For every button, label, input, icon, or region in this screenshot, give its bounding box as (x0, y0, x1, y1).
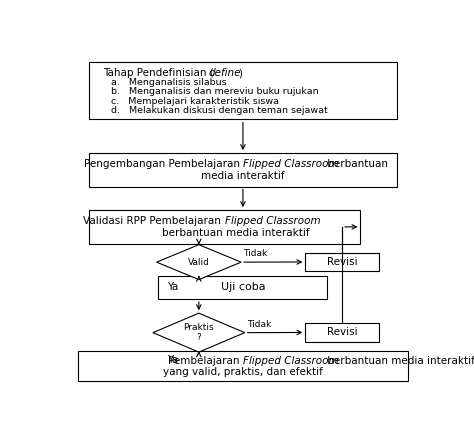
Text: Uji coba: Uji coba (220, 283, 265, 292)
Text: Pembelajaran: Pembelajaran (168, 355, 243, 365)
Text: Valid: Valid (188, 258, 210, 267)
FancyBboxPatch shape (89, 62, 397, 119)
Polygon shape (156, 245, 241, 279)
Text: ): ) (238, 68, 243, 78)
Text: berbantuan: berbantuan (325, 159, 389, 169)
Text: Tidak: Tidak (243, 249, 267, 258)
Text: media interaktif: media interaktif (201, 170, 285, 181)
Text: berbantuan media interaktif: berbantuan media interaktif (324, 355, 474, 365)
Text: b.   Menganalisis dan mereviu buku rujukan: b. Menganalisis dan mereviu buku rujukan (110, 87, 319, 96)
Text: Ya: Ya (167, 355, 179, 365)
FancyBboxPatch shape (305, 323, 379, 342)
Text: Flipped Classroom: Flipped Classroom (243, 159, 338, 169)
Text: Flipped Classroom: Flipped Classroom (243, 355, 338, 365)
Polygon shape (153, 313, 245, 352)
Text: yang valid, praktis, dan efektif: yang valid, praktis, dan efektif (163, 367, 323, 377)
FancyBboxPatch shape (78, 351, 408, 382)
Text: Validasi RPP Pembelajaran: Validasi RPP Pembelajaran (83, 216, 225, 226)
Text: Praktis
?: Praktis ? (183, 323, 214, 342)
FancyBboxPatch shape (305, 253, 379, 271)
Text: berbantuan media interaktif: berbantuan media interaktif (162, 228, 310, 238)
Text: c.   Mempelajari karakteristik siswa: c. Mempelajari karakteristik siswa (110, 97, 279, 106)
Text: a.   Menganalisis silabus: a. Menganalisis silabus (110, 78, 226, 87)
Text: Revisi: Revisi (327, 327, 357, 337)
Text: Tidak: Tidak (246, 320, 271, 329)
Text: d.   Melakukan diskusi dengan teman sejawat: d. Melakukan diskusi dengan teman sejawa… (110, 106, 328, 115)
Text: define: define (209, 68, 241, 78)
Text: Revisi: Revisi (327, 257, 357, 267)
FancyBboxPatch shape (89, 210, 360, 244)
Text: Flipped Classroom: Flipped Classroom (225, 216, 320, 226)
FancyBboxPatch shape (89, 153, 397, 187)
Text: Pengembangan Pembelajaran: Pengembangan Pembelajaran (84, 159, 243, 169)
FancyBboxPatch shape (158, 276, 328, 299)
Text: Tahap Pendefinisian (: Tahap Pendefinisian ( (103, 68, 214, 78)
Text: Ya: Ya (167, 282, 179, 292)
